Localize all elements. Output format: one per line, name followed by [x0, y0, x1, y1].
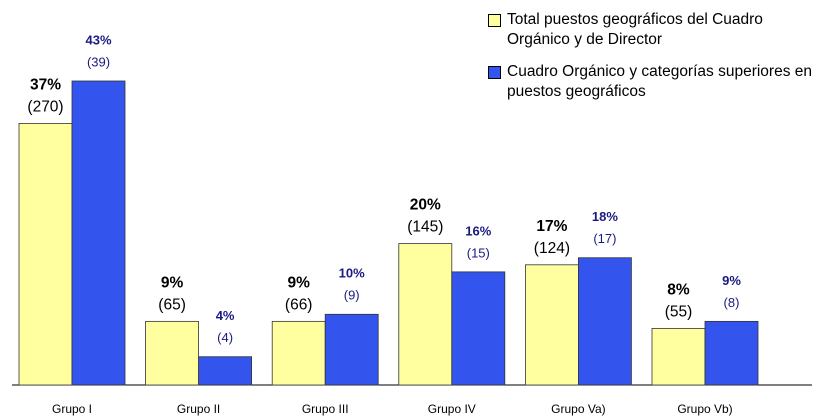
legend: Total puestos geográficos del Cuadro Org…	[488, 10, 813, 114]
count-label: (39)	[87, 54, 110, 69]
value-label: 9%	[722, 273, 741, 288]
x-tick-label: Grupo III	[302, 402, 349, 416]
x-tick-label: Grupo Va)	[551, 402, 605, 416]
count-label: (66)	[285, 296, 313, 313]
count-label: (270)	[27, 99, 63, 116]
value-label: 4%	[216, 308, 235, 323]
count-label: (15)	[467, 245, 490, 260]
value-label: 17%	[536, 218, 567, 235]
x-tick-label: Grupo IV	[428, 402, 476, 416]
value-label: 8%	[667, 282, 690, 299]
bar	[145, 320, 200, 386]
value-label: 16%	[465, 223, 491, 238]
bar	[18, 123, 73, 386]
count-label: (55)	[665, 304, 693, 321]
count-label: (65)	[158, 296, 186, 313]
x-tick-label: Grupo II	[177, 402, 220, 416]
legend-swatch	[488, 66, 501, 79]
bar	[71, 80, 126, 386]
legend-label: Cuadro Orgánico y categorías superiores …	[507, 63, 812, 100]
legend-item: Total puestos geográficos del Cuadro Org…	[488, 10, 813, 50]
value-label: 9%	[287, 274, 310, 291]
bar	[451, 271, 506, 386]
bar	[651, 328, 706, 386]
value-label: 20%	[410, 197, 441, 214]
bar	[578, 257, 632, 386]
count-label: (17)	[593, 231, 616, 246]
bar	[525, 264, 579, 386]
value-label: 9%	[161, 274, 184, 291]
bar	[271, 320, 326, 386]
bar	[324, 313, 379, 386]
bar	[198, 356, 253, 386]
count-label: (9)	[344, 288, 360, 303]
count-label: (8)	[724, 295, 740, 310]
bar	[398, 243, 453, 386]
x-tick-label: Grupo I	[52, 402, 92, 416]
value-label: 37%	[30, 77, 61, 94]
x-tick-label: Grupo Vb)	[677, 402, 732, 416]
value-label: 18%	[592, 209, 618, 224]
value-label: 43%	[85, 32, 111, 47]
count-label: (145)	[407, 219, 443, 236]
count-label: (4)	[217, 330, 233, 345]
value-label: 10%	[339, 266, 365, 281]
legend-swatch	[488, 14, 501, 27]
bar	[704, 320, 759, 386]
count-label: (124)	[534, 240, 570, 257]
legend-item: Cuadro Orgánico y categorías superiores …	[488, 62, 813, 102]
legend-label: Total puestos geográficos del Cuadro Org…	[507, 11, 763, 48]
